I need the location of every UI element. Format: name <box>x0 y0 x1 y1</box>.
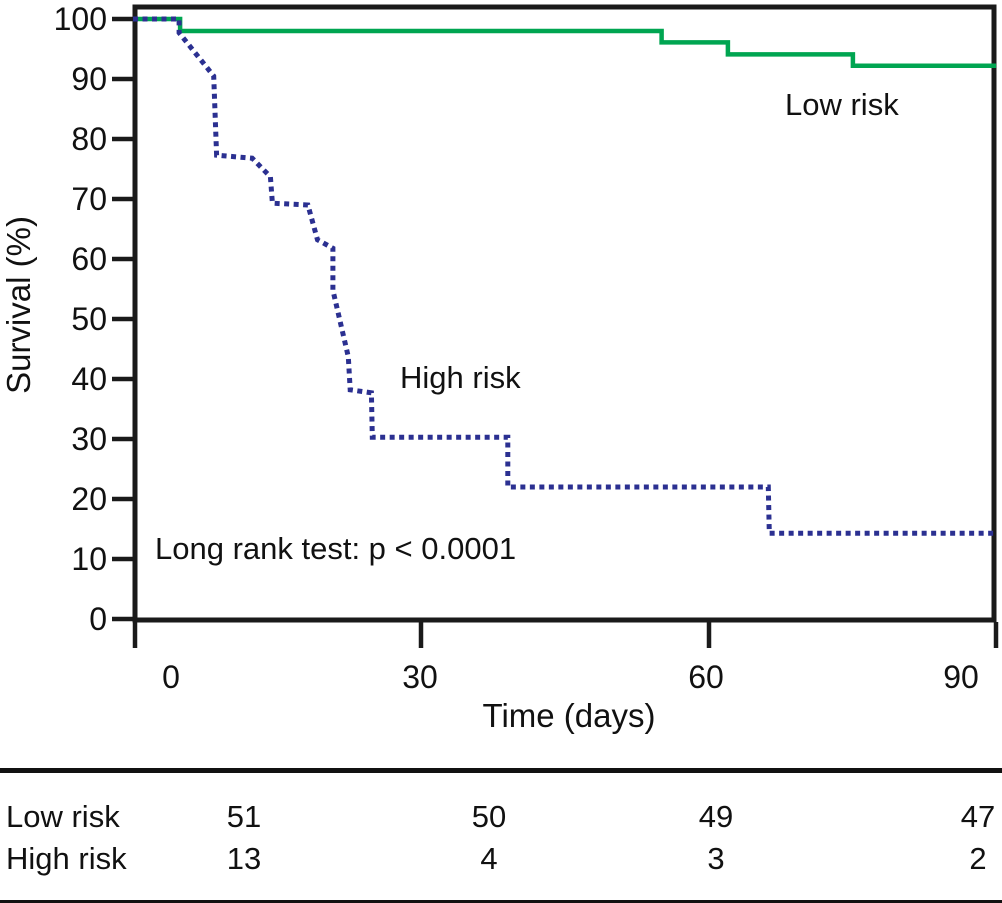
survival-chart: 100 90 80 70 60 50 40 30 20 10 0 0 30 60… <box>0 1 999 734</box>
numbers-at-risk-table: Low risk 51 50 49 47 High risk 13 4 3 2 <box>0 768 1002 903</box>
x-tick-0: 0 <box>162 659 180 695</box>
x-axis-ticks <box>132 622 999 648</box>
high-risk-curve-label: High risk <box>400 360 521 395</box>
risk-row-label: Low risk <box>6 799 120 834</box>
y-tick-70: 70 <box>71 181 107 217</box>
y-axis-title: Survival (%) <box>0 216 37 394</box>
risk-value: 3 <box>707 841 725 876</box>
high-risk-curve <box>133 16 997 536</box>
y-tick-100: 100 <box>54 1 107 37</box>
low-risk-curve-label: Low risk <box>785 87 899 122</box>
risk-value: 47 <box>960 799 996 834</box>
y-tick-20: 20 <box>71 481 107 517</box>
plot-border <box>132 4 997 623</box>
logrank-annotation: Long rank test: p < 0.0001 <box>155 531 516 566</box>
risk-table-row-high: High risk 13 4 3 2 <box>0 841 1002 881</box>
x-axis-title: Time (days) <box>483 697 656 734</box>
risk-value: 51 <box>226 799 262 834</box>
risk-value: 4 <box>480 841 498 876</box>
risk-value: 49 <box>698 799 734 834</box>
risk-table-row-low: Low risk 51 50 49 47 <box>0 799 1002 839</box>
risk-value: 2 <box>969 841 987 876</box>
y-tick-60: 60 <box>71 241 107 277</box>
risk-value: 13 <box>226 841 262 876</box>
y-tick-30: 30 <box>71 421 107 457</box>
y-axis-ticks <box>112 16 133 622</box>
x-tick-30: 30 <box>402 659 438 695</box>
x-tick-labels: 0 30 60 90 <box>162 659 979 695</box>
x-tick-60: 60 <box>688 659 724 695</box>
low-risk-curve <box>133 16 997 69</box>
y-tick-80: 80 <box>71 121 107 157</box>
y-tick-40: 40 <box>71 361 107 397</box>
y-tick-90: 90 <box>71 61 107 97</box>
y-tick-0: 0 <box>89 601 107 637</box>
y-tick-labels: 100 90 80 70 60 50 40 30 20 10 0 <box>54 1 107 637</box>
y-tick-10: 10 <box>71 541 107 577</box>
x-tick-90: 90 <box>943 659 979 695</box>
y-tick-50: 50 <box>71 301 107 337</box>
risk-value: 50 <box>471 799 507 834</box>
risk-row-label: High risk <box>6 841 127 876</box>
